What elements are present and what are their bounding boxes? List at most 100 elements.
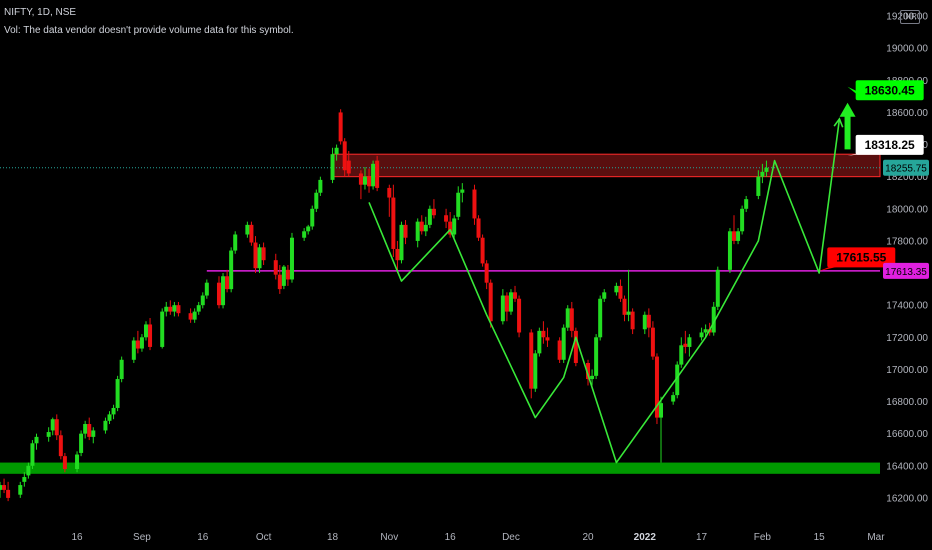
candle-body (488, 282, 493, 322)
candle (196, 301, 201, 315)
candle-body (671, 395, 676, 402)
candle (249, 221, 254, 246)
candle (537, 327, 542, 357)
candle-body (6, 489, 11, 498)
callout-text: 17615.55 (836, 250, 886, 264)
candle-body (148, 324, 153, 347)
candle (659, 396, 664, 463)
candle-body (204, 282, 209, 296)
candle (358, 170, 363, 200)
candle-body (659, 403, 664, 418)
candle (419, 215, 424, 235)
candle (87, 417, 92, 441)
candle-body (687, 337, 692, 347)
pattern-layer (368, 102, 856, 464)
candle-body (168, 306, 173, 312)
candle (200, 292, 205, 309)
candle-body (679, 345, 684, 365)
candle (545, 327, 550, 347)
candle-body (529, 332, 534, 389)
candle-body (338, 112, 343, 142)
last-price-label: 18255.75 (883, 159, 929, 176)
candle-body (22, 477, 27, 482)
candle-body (602, 292, 607, 299)
callout-18318: 18318.25 (847, 134, 924, 156)
candle-body (654, 356, 659, 418)
target-arrow (839, 102, 856, 150)
candle-body (131, 340, 136, 360)
y-tick-label: 19200.00 (886, 12, 928, 23)
volume-notice: Vol: The data vendor doesn't provide vol… (4, 25, 294, 36)
candle-body (744, 199, 749, 209)
candle-body (508, 292, 513, 312)
currency-badge[interactable]: INR (900, 10, 920, 24)
candle (650, 321, 655, 360)
candle (277, 265, 282, 294)
candle-body (419, 221, 424, 232)
candle-body (618, 285, 623, 299)
candle (50, 417, 55, 436)
y-tick-label: 18000.00 (886, 204, 928, 215)
candle-body (2, 485, 7, 490)
candle (79, 430, 84, 457)
x-tick-label: 2022 (634, 532, 657, 543)
candle-body (561, 327, 566, 360)
candle-body (314, 192, 319, 209)
candle (561, 324, 566, 363)
candle-body (281, 266, 286, 286)
x-tick-label: Nov (380, 532, 398, 543)
candle-body (302, 231, 307, 238)
candle (103, 417, 108, 434)
candle-body (79, 433, 84, 453)
candle-body (245, 224, 250, 235)
candle-body (598, 298, 603, 338)
supply-zone (332, 153, 881, 178)
candle-body (586, 362, 591, 380)
candle-body (675, 364, 680, 396)
callout-text: 18318.25 (865, 138, 915, 152)
candle (415, 218, 420, 248)
price-label-box (883, 159, 929, 176)
candle (54, 414, 59, 441)
candle-body (75, 454, 80, 469)
candle (476, 215, 481, 241)
candle-body (318, 179, 323, 193)
candle-body (764, 167, 769, 172)
candle-body (143, 324, 148, 338)
callout-text: 18630.45 (865, 83, 915, 97)
candle (160, 308, 165, 349)
candle (715, 266, 720, 310)
x-tick-label: 18 (327, 532, 339, 543)
candle (338, 109, 343, 145)
candle-body (699, 332, 704, 338)
candle (642, 311, 647, 335)
candle-body (569, 308, 574, 331)
candle (188, 308, 193, 323)
candles-layer (0, 109, 769, 502)
x-tick-label: Feb (754, 532, 772, 543)
candle-body (200, 295, 205, 306)
candle-body (448, 221, 453, 235)
candle (164, 301, 169, 317)
x-tick-label: Oct (256, 532, 272, 543)
candle-body (391, 197, 396, 249)
y-tick-label: 17400.00 (886, 301, 928, 312)
candle-body (46, 432, 51, 437)
candle-body (642, 314, 647, 330)
candle (687, 334, 692, 357)
candle (22, 472, 27, 487)
candle (427, 205, 432, 229)
candle-body (727, 231, 732, 270)
candle-body (135, 340, 140, 349)
candle-body (358, 173, 363, 185)
candle (395, 240, 400, 274)
candle (302, 228, 307, 241)
candle (143, 321, 148, 341)
candle-body (504, 295, 509, 312)
projection-path (368, 118, 841, 464)
candle (387, 184, 392, 217)
candle (472, 184, 477, 225)
candle-body (229, 250, 234, 290)
candle (221, 273, 226, 309)
